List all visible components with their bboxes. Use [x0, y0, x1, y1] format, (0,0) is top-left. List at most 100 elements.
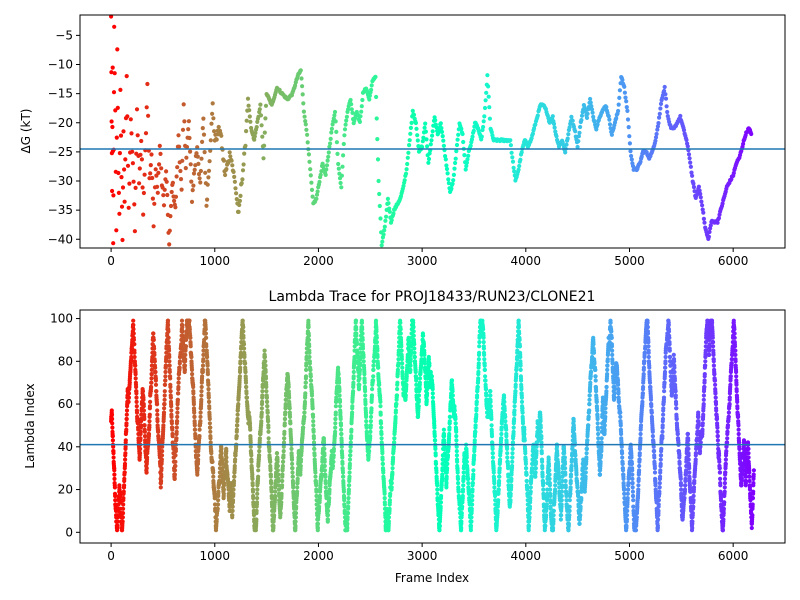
lambda-point [156, 429, 161, 434]
lambda-point [308, 378, 314, 383]
delta-g-point [697, 188, 702, 193]
delta-g-point [262, 130, 267, 135]
lambda-point [449, 378, 455, 383]
lambda-point [325, 517, 330, 522]
delta-g-point [444, 166, 450, 172]
lambda-point [264, 395, 269, 400]
delta-g-point [706, 234, 712, 239]
delta-g-point [179, 187, 184, 192]
delta-g-point [607, 117, 612, 122]
lambda-point [488, 393, 493, 398]
lambda-point [439, 493, 444, 499]
lambda-point [205, 363, 210, 368]
delta-g-point [334, 129, 339, 134]
lambda-point [174, 436, 179, 441]
lambda-point [132, 354, 137, 360]
delta-g-point [577, 130, 582, 135]
lambda-point [275, 459, 280, 464]
lambda-point [260, 382, 265, 387]
lambda-point [497, 474, 502, 479]
lambda-point [314, 493, 319, 499]
lambda-point [408, 367, 413, 372]
lambda-point [139, 416, 144, 422]
delta-g-point [617, 95, 622, 100]
lambda-point [519, 378, 524, 383]
delta-g-point [207, 159, 212, 164]
lambda-point [412, 354, 417, 360]
lambda-point [172, 468, 178, 473]
delta-g-point [158, 151, 163, 156]
delta-g-point [486, 94, 491, 99]
lambda-point [408, 348, 414, 353]
lambda-point [235, 423, 240, 428]
lambda-point [517, 344, 523, 349]
delta-g-point [579, 118, 584, 123]
delta-g-point [300, 84, 305, 89]
lambda-point [360, 337, 365, 342]
lambda-point [527, 510, 532, 516]
delta-g-point [460, 131, 465, 137]
delta-g-point [579, 113, 585, 118]
delta-g-point [304, 127, 309, 132]
lambda-point [129, 354, 134, 360]
lambda-point [173, 463, 178, 469]
lambda-point [120, 510, 126, 516]
lambda-point [149, 384, 154, 390]
lambda-point [544, 513, 549, 518]
lambda-point [111, 455, 116, 460]
delta-g-point [482, 114, 487, 119]
delta-g-point [196, 172, 202, 177]
delta-g-point [686, 152, 692, 157]
delta-g-point [326, 154, 331, 159]
delta-g-point [314, 192, 320, 197]
lambda-point [547, 472, 552, 477]
lambda-point [283, 397, 288, 402]
lambda-point [510, 459, 515, 464]
lambda-point [222, 481, 227, 486]
delta-g-point [409, 120, 414, 125]
lambda-point [225, 472, 230, 477]
lambda-point [447, 425, 452, 430]
lambda-point [470, 487, 475, 492]
lambda-point [338, 410, 343, 415]
delta-g-point [482, 105, 488, 111]
delta-g-point [510, 159, 516, 164]
lambda-point [209, 451, 214, 456]
lambda-point [377, 382, 382, 387]
delta-g-point [609, 132, 615, 137]
delta-g-point [655, 127, 660, 132]
lambda-point [162, 406, 167, 411]
lambda-point [121, 496, 126, 501]
lambda-point [140, 389, 145, 394]
lambda-point [233, 457, 238, 462]
delta-g-point [617, 88, 623, 93]
lambda-point [180, 329, 185, 334]
x-tick-label: 2000 [303, 254, 334, 268]
lambda-point [439, 483, 444, 488]
lambda-point [166, 348, 172, 353]
lambda-point [347, 461, 352, 466]
delta-g-point [564, 142, 569, 147]
lambda-point [433, 461, 439, 466]
lambda-point [298, 463, 303, 469]
lambda-point [182, 363, 188, 368]
delta-g-point [657, 111, 662, 116]
lambda-point [138, 429, 143, 434]
lambda-point [299, 444, 304, 449]
delta-g-point [699, 199, 704, 204]
delta-g-point [357, 119, 362, 124]
lambda-point [110, 421, 115, 426]
delta-g-point [607, 122, 613, 127]
lambda-point [355, 354, 360, 360]
delta-g-point [468, 143, 473, 148]
lambda-point [295, 485, 300, 490]
lambda-point [416, 393, 422, 398]
lambda-point [511, 429, 516, 434]
lambda-point [120, 515, 125, 520]
lambda-point [142, 434, 148, 439]
lambda-point [356, 387, 362, 392]
lambda-point [275, 468, 280, 473]
delta-g-point [231, 169, 236, 174]
delta-g-point [187, 135, 192, 141]
delta-g-point [309, 187, 315, 192]
